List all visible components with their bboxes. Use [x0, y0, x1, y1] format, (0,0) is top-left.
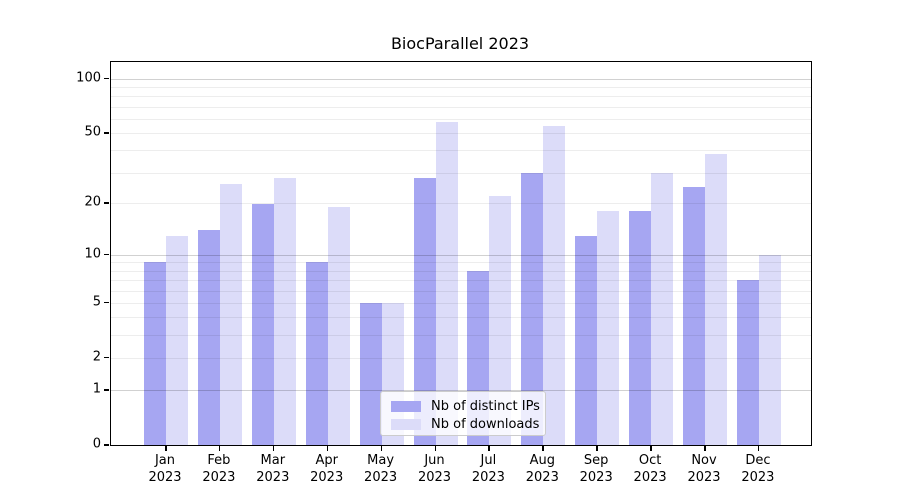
- legend: Nb of distinct IPs Nb of downloads: [380, 391, 546, 436]
- bar-nb-of-distinct-ips-apr: [305, 262, 328, 445]
- gridline-8: [111, 270, 811, 272]
- bar-nb-of-distinct-ips-feb: [197, 230, 220, 445]
- gridline-20: [111, 203, 811, 205]
- legend-swatch: [391, 418, 421, 430]
- gridline-3: [111, 335, 811, 337]
- y-tick-label-50: 50: [84, 124, 101, 140]
- x-tick-label-feb: Feb 2023: [202, 453, 236, 485]
- x-tick-label-dec: Dec 2023: [741, 453, 775, 485]
- bar-nb-of-downloads-feb: [219, 183, 242, 445]
- bar-nb-of-downloads-aug: [543, 125, 566, 445]
- y-tick-mark: [104, 77, 109, 80]
- bar-nb-of-downloads-jul: [489, 196, 512, 445]
- y-tick-label-1: 1: [92, 381, 101, 397]
- x-tick-label-aug: Aug 2023: [525, 453, 559, 485]
- bar-nb-of-downloads-apr: [327, 207, 350, 445]
- x-tick-label-may: May 2023: [364, 453, 398, 485]
- bar-nb-of-distinct-ips-may: [359, 302, 382, 445]
- legend-label: Nb of downloads: [431, 416, 540, 432]
- y-tick-mark: [104, 253, 109, 256]
- x-tick-mark: [165, 446, 167, 451]
- x-tick-mark: [757, 446, 760, 451]
- x-tick-mark: [434, 446, 436, 451]
- gridline-7: [111, 280, 811, 282]
- legend-entry: Nb of downloads: [391, 415, 540, 433]
- y-tick-label-0: 0: [92, 436, 101, 452]
- gridline-100: [111, 78, 811, 80]
- legend-entry: Nb of distinct IPs: [391, 397, 540, 415]
- x-tick-label-jun: Jun 2023: [417, 453, 452, 485]
- x-tick-label-mar: Mar 2023: [256, 453, 290, 485]
- bar-nb-of-downloads-sep: [597, 211, 620, 445]
- y-tick-mark: [104, 132, 109, 134]
- x-tick-mark: [650, 446, 652, 451]
- x-tick-mark: [272, 446, 275, 451]
- bar-nb-of-distinct-ips-jan: [144, 262, 166, 445]
- x-tick-mark: [596, 446, 598, 451]
- gridline-90: [111, 87, 811, 89]
- gridline-9: [111, 262, 811, 264]
- y-tick-mark: [104, 202, 109, 204]
- x-tick-mark: [218, 446, 221, 451]
- gridline-60: [111, 118, 811, 120]
- gridline-4: [111, 317, 811, 319]
- plot-area: Nb of distinct IPs Nb of downloads: [110, 61, 812, 446]
- y-tick-mark: [104, 301, 109, 304]
- y-tick-label-100: 100: [76, 70, 101, 86]
- x-tick-label-apr: Apr 2023: [310, 453, 344, 485]
- y-tick-mark: [104, 444, 109, 446]
- bar-nb-of-downloads-oct: [651, 172, 674, 445]
- y-tick-label-5: 5: [92, 294, 101, 310]
- gridline-1: [111, 390, 811, 392]
- y-tick-label-10: 10: [84, 246, 101, 262]
- gridline-6: [111, 290, 811, 292]
- y-tick-label-20: 20: [84, 194, 101, 210]
- bar-nb-of-downloads-mar: [273, 177, 296, 445]
- chart-title: BiocParallel 2023: [390, 34, 530, 53]
- x-tick-mark: [326, 446, 329, 451]
- x-tick-label-oct: Oct 2023: [633, 453, 667, 485]
- gridline-10: [111, 254, 811, 256]
- bar-nb-of-downloads-nov: [705, 154, 727, 445]
- x-tick-label-jul: Jul 2023: [471, 453, 505, 485]
- x-tick-label-jan: Jan 2023: [148, 453, 182, 485]
- y-tick-label-2: 2: [92, 349, 101, 365]
- bar-nb-of-distinct-ips-mar: [251, 203, 274, 445]
- legend-label: Nb of distinct IPs: [431, 398, 540, 414]
- gridline-2: [111, 357, 811, 359]
- gridline-50: [111, 133, 811, 135]
- bar-nb-of-downloads-jan: [166, 235, 188, 445]
- y-tick-mark: [104, 389, 109, 391]
- bar-nb-of-distinct-ips-dec: [736, 280, 759, 445]
- x-tick-mark: [488, 446, 490, 451]
- bar-nb-of-distinct-ips-oct: [629, 211, 652, 445]
- gridline-80: [111, 96, 811, 98]
- gridline-40: [111, 150, 811, 152]
- x-tick-label-nov: Nov 2023: [687, 453, 721, 485]
- x-tick-label-sep: Sep 2023: [579, 453, 613, 485]
- x-tick-mark: [704, 446, 706, 451]
- bar-nb-of-distinct-ips-aug: [521, 172, 544, 445]
- x-tick-mark: [542, 446, 544, 451]
- bar-nb-of-distinct-ips-nov: [683, 186, 705, 445]
- bar-nb-of-distinct-ips-sep: [575, 235, 598, 445]
- gridline-30: [111, 172, 811, 174]
- gridline-70: [111, 106, 811, 108]
- bar-nb-of-downloads-dec: [758, 254, 781, 445]
- bar-nb-of-distinct-ips-jun: [413, 177, 436, 445]
- legend-swatch: [391, 400, 421, 412]
- x-tick-mark: [380, 446, 383, 451]
- gridline-5: [111, 302, 811, 304]
- bar-nb-of-downloads-jun: [435, 121, 458, 445]
- y-tick-mark: [104, 356, 109, 359]
